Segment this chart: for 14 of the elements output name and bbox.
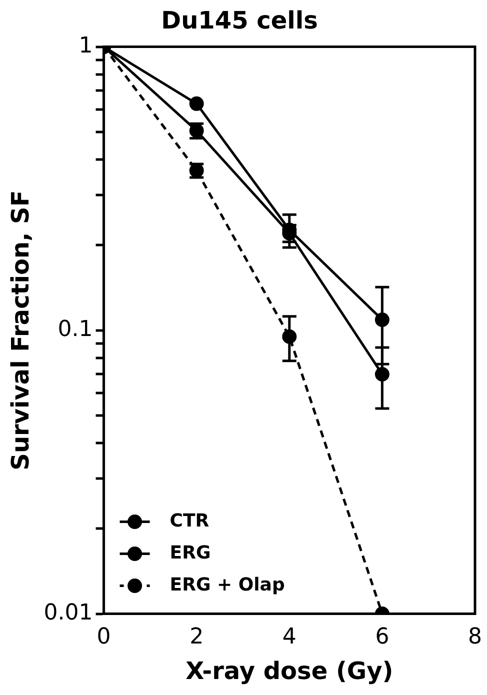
x-tick-label: 6 [375,624,390,650]
y-tick-label: 1 [78,34,93,59]
y-tick-label: 0.1 [58,317,93,342]
legend-label: ERG + Olap [170,574,285,596]
x-tick-label: 0 [96,624,111,650]
y-tick-label: 0.01 [44,600,93,626]
x-tick-label: 4 [282,624,296,650]
x-tick-label: 8 [468,624,482,650]
x-axis-title: X-ray dose (Gy) [186,656,394,685]
x-tick-label: 2 [190,624,204,650]
legend-label: ERG [170,542,211,564]
chart-title: Du145 cells [161,6,318,35]
y-axis-title: Survival Fraction, SF [6,190,35,470]
legend-label: CTR [170,510,210,532]
